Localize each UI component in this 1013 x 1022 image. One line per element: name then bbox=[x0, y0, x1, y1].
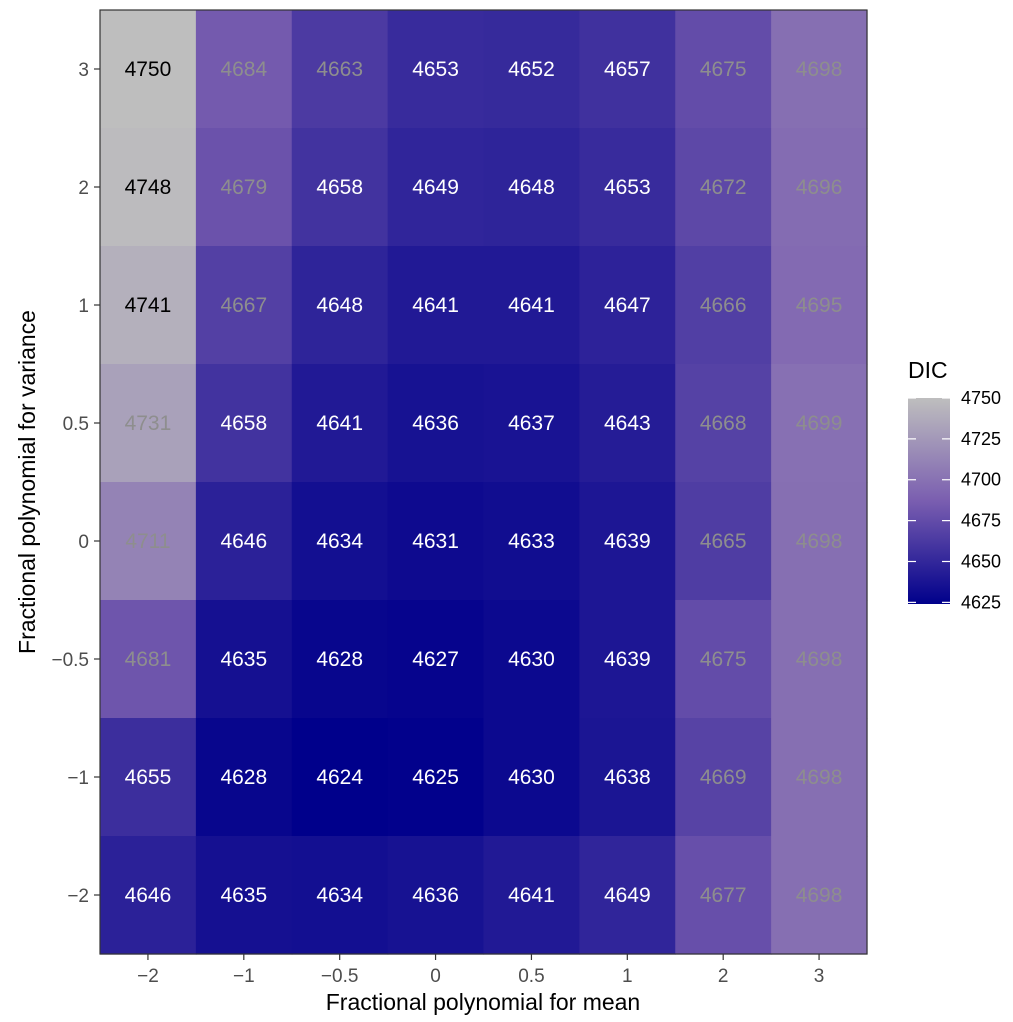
cell-value-label: 4669 bbox=[700, 766, 747, 789]
cell-value-label: 4643 bbox=[604, 412, 651, 435]
cell-value-label: 4639 bbox=[604, 648, 651, 671]
y-axis: 3 2 1 0.5 0 −0.5 −1 −2 bbox=[51, 60, 100, 907]
cell-value-label: 4630 bbox=[508, 766, 555, 789]
cell-value-label: 4698 bbox=[796, 58, 843, 81]
cell-value-label: 4636 bbox=[412, 412, 459, 435]
cell-value-label: 4698 bbox=[796, 648, 843, 671]
y-tick-label: −1 bbox=[67, 768, 89, 789]
cell-value-label: 4699 bbox=[796, 412, 843, 435]
cell-value-label: 4641 bbox=[508, 294, 555, 317]
x-tick-label: −0.5 bbox=[321, 966, 359, 987]
cell-value-label: 4658 bbox=[316, 176, 363, 199]
cell-value-label: 4652 bbox=[508, 58, 555, 81]
cell-value-label: 4636 bbox=[412, 884, 459, 907]
cell-value-label: 4628 bbox=[316, 648, 363, 671]
x-axis: −2 −1 −0.5 0 0.5 1 2 3 bbox=[137, 954, 824, 987]
cell-value-label: 4696 bbox=[796, 176, 843, 199]
cell-value-label: 4677 bbox=[700, 884, 747, 907]
cell-value-label: 4731 bbox=[125, 412, 172, 435]
cell-value-label: 4748 bbox=[125, 176, 172, 199]
cell-value-label: 4625 bbox=[412, 766, 459, 789]
cell-value-label: 4638 bbox=[604, 766, 651, 789]
cell-value-label: 4655 bbox=[125, 766, 172, 789]
y-tick-label: −0.5 bbox=[51, 650, 89, 671]
legend-tick-label: 4725 bbox=[961, 429, 1001, 449]
cell-value-label: 4695 bbox=[796, 294, 843, 317]
cell-value-label: 4698 bbox=[796, 766, 843, 789]
cell-value-label: 4646 bbox=[220, 530, 267, 553]
legend-tick-label: 4625 bbox=[961, 592, 1001, 612]
legend: DIC 4750 4725 4700 4675 4650 4625 bbox=[908, 357, 1001, 612]
cell-value-label: 4637 bbox=[508, 412, 555, 435]
cell-value-label: 4634 bbox=[316, 884, 363, 907]
cell-value-label: 4698 bbox=[796, 884, 843, 907]
cell-value-label: 4711 bbox=[125, 530, 170, 553]
y-tick-label: 2 bbox=[78, 178, 89, 199]
x-tick-label: −1 bbox=[233, 966, 255, 987]
cell-value-label: 4684 bbox=[220, 58, 267, 81]
cell-value-label: 4658 bbox=[220, 412, 267, 435]
cell-value-label: 4653 bbox=[412, 58, 459, 81]
cell-value-label: 4663 bbox=[316, 58, 363, 81]
x-tick-label: 1 bbox=[622, 966, 633, 987]
legend-tick-label: 4675 bbox=[961, 511, 1001, 531]
cell-value-label: 4675 bbox=[700, 58, 747, 81]
cell-value-label: 4668 bbox=[700, 412, 747, 435]
cell-value-label: 4750 bbox=[125, 58, 172, 81]
cell-value-label: 4648 bbox=[508, 176, 555, 199]
y-tick-label: −2 bbox=[67, 886, 89, 907]
x-tick-label: 3 bbox=[814, 966, 825, 987]
cell-value-label: 4666 bbox=[700, 294, 747, 317]
legend-tick-label: 4650 bbox=[961, 551, 1001, 571]
cell-value-label: 4675 bbox=[700, 648, 747, 671]
x-tick-label: 0 bbox=[430, 966, 441, 987]
y-tick-label: 0 bbox=[78, 532, 89, 553]
y-tick-label: 0.5 bbox=[63, 414, 89, 435]
cell-value-label: 4698 bbox=[796, 530, 843, 553]
legend-tick-label: 4700 bbox=[961, 470, 1001, 490]
cell-value-label: 4672 bbox=[700, 176, 747, 199]
cell-value-label: 4641 bbox=[508, 884, 555, 907]
cell-value-label: 4679 bbox=[220, 176, 267, 199]
x-axis-title: Fractional polynomial for mean bbox=[326, 989, 640, 1015]
cell-value-label: 4741 bbox=[125, 294, 172, 317]
y-tick-label: 3 bbox=[78, 60, 89, 81]
cell-value-label: 4665 bbox=[700, 530, 747, 553]
legend-tick-label: 4750 bbox=[961, 388, 1001, 408]
cell-value-label: 4639 bbox=[604, 530, 651, 553]
cell-value-label: 4649 bbox=[604, 884, 651, 907]
legend-title: DIC bbox=[908, 357, 948, 383]
cell-value-label: 4633 bbox=[508, 530, 555, 553]
cell-value-label: 4646 bbox=[125, 884, 172, 907]
cell-value-label: 4648 bbox=[316, 294, 363, 317]
x-tick-label: 0.5 bbox=[518, 966, 544, 987]
x-tick-label: −2 bbox=[137, 966, 159, 987]
cell-value-label: 4657 bbox=[604, 58, 651, 81]
cell-value-label: 4647 bbox=[604, 294, 651, 317]
cell-value-label: 4667 bbox=[220, 294, 267, 317]
legend-colorbar bbox=[908, 398, 950, 604]
cell-value-label: 4649 bbox=[412, 176, 459, 199]
y-axis-title: Fractional polynomial for variance bbox=[14, 310, 40, 654]
y-tick-label: 1 bbox=[78, 296, 89, 317]
cell-value-label: 4631 bbox=[412, 530, 459, 553]
cell-value-label: 4641 bbox=[412, 294, 459, 317]
cell-value-label: 4630 bbox=[508, 648, 555, 671]
cell-value-label: 4653 bbox=[604, 176, 651, 199]
cell-value-label: 4681 bbox=[125, 648, 172, 671]
cell-value-label: 4627 bbox=[412, 648, 459, 671]
cell-value-label: 4634 bbox=[316, 530, 363, 553]
cell-value-label: 4641 bbox=[316, 412, 363, 435]
cell-value-label: 4635 bbox=[220, 884, 267, 907]
cell-value-label: 4628 bbox=[220, 766, 267, 789]
cell-value-label: 4635 bbox=[220, 648, 267, 671]
x-tick-label: 2 bbox=[718, 966, 729, 987]
cell-value-label: 4624 bbox=[316, 766, 363, 789]
heatmap-cells bbox=[100, 10, 868, 955]
